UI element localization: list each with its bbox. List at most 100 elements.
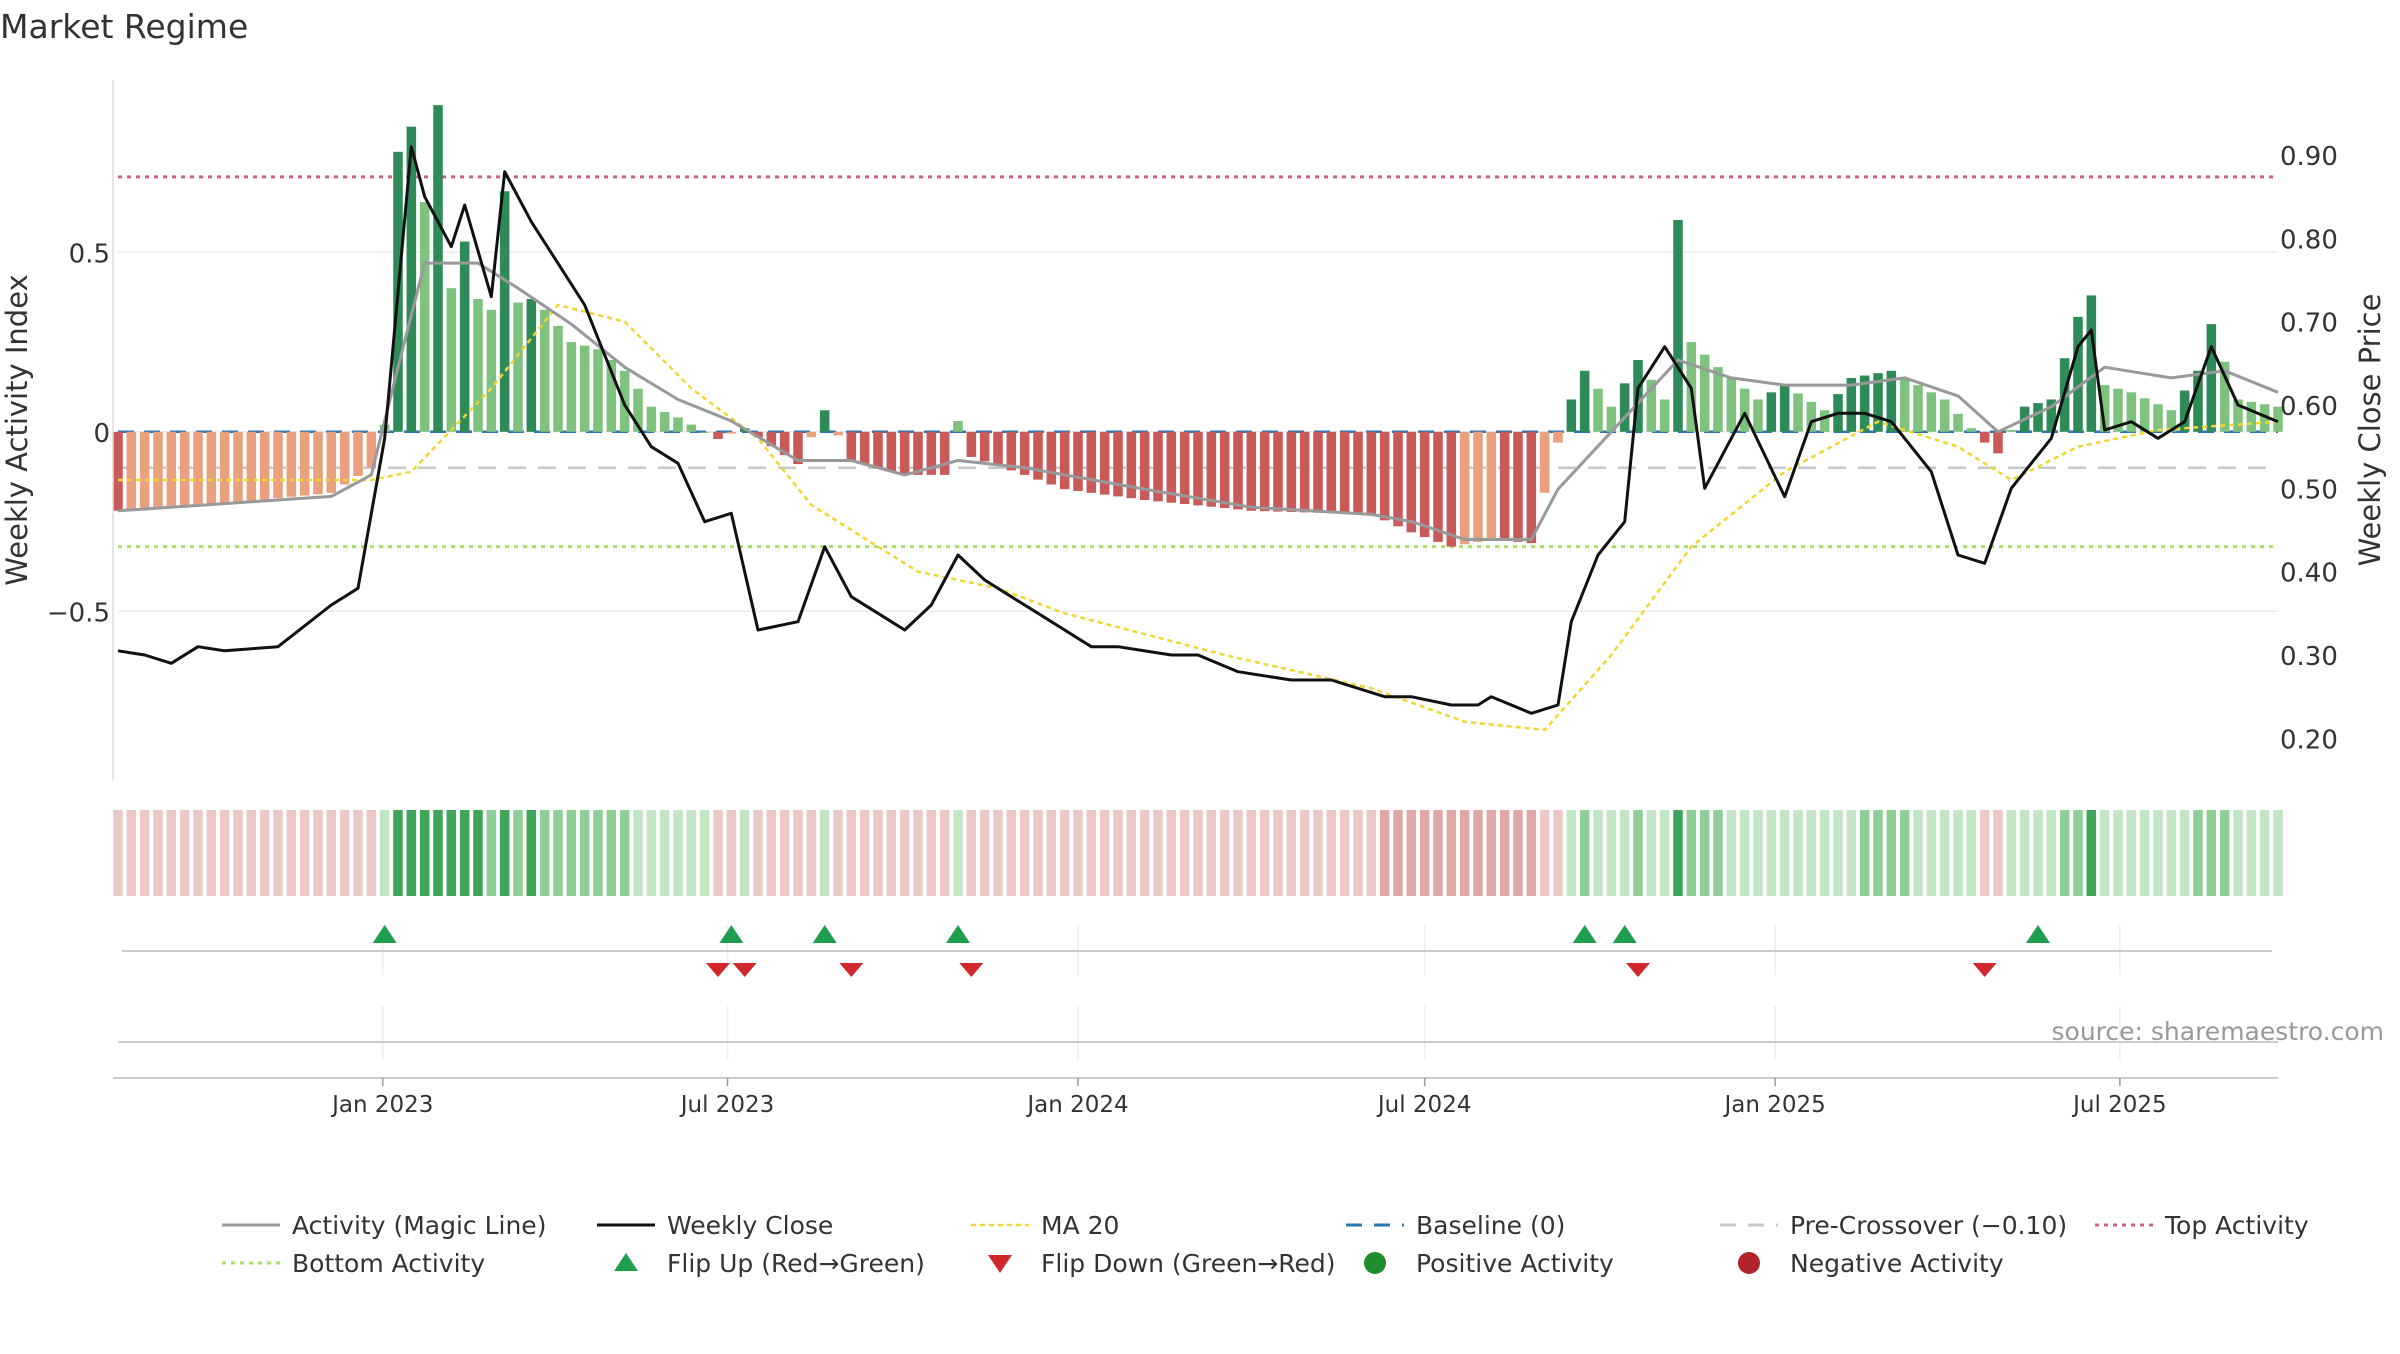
- regime-cell: [513, 810, 523, 896]
- regime-cell: [833, 810, 843, 896]
- activity-bar: [1606, 406, 1617, 432]
- regime-cell: [979, 810, 990, 896]
- activity-bar: [766, 431, 777, 447]
- legend-swatch: [988, 1255, 1012, 1273]
- activity-bar: [886, 431, 897, 472]
- regime-cell: [1046, 810, 1057, 896]
- flip-up-marker: [719, 925, 744, 943]
- regime-cell: [1979, 810, 1990, 896]
- regime-cell: [1139, 810, 1150, 896]
- regime-cell: [2019, 810, 2030, 896]
- regime-cell: [219, 810, 230, 896]
- regime-cell: [1113, 810, 1123, 896]
- regime-cell: [819, 810, 830, 896]
- regime-cell: [633, 810, 643, 896]
- regime-cell: [806, 810, 817, 896]
- activity-bar: [2139, 398, 2150, 432]
- activity-bar: [2179, 390, 2190, 432]
- activity-bar: [1379, 431, 1390, 521]
- legend: Activity (Magic Line) Weekly Close MA 20 Ba…: [222, 1211, 2309, 1278]
- activity-bar: [1526, 431, 1537, 544]
- y-tick-label-right: 0.50: [2280, 475, 2338, 505]
- activity-bar: [219, 431, 230, 504]
- regime-cell: [2206, 810, 2217, 896]
- regime-cell: [1926, 810, 1937, 896]
- legend-item: Pre-Crossover (−0.10): [1720, 1211, 2067, 1240]
- regime-cell: [2059, 810, 2070, 896]
- regime-cell: [2006, 810, 2017, 896]
- legend-label: Negative Activity: [1790, 1249, 2004, 1278]
- activity-bar: [1019, 431, 1030, 475]
- regime-cell: [1286, 810, 1297, 896]
- legend-item: Activity (Magic Line): [222, 1211, 546, 1240]
- activity-bar: [926, 431, 937, 475]
- legend-label: Positive Activity: [1416, 1249, 1614, 1278]
- regime-cell: [659, 810, 670, 896]
- regime-cell: [1819, 810, 1830, 896]
- activity-bar: [193, 431, 203, 506]
- regime-cell: [1273, 810, 1283, 896]
- regime-cell: [1579, 810, 1590, 896]
- regime-cell: [1899, 810, 1910, 896]
- regime-cell: [1966, 810, 1977, 896]
- legend-item: Top Activity: [2095, 1211, 2309, 1240]
- regime-cell: [1753, 810, 1763, 896]
- flip-down-marker: [839, 963, 864, 977]
- regime-cell: [2086, 810, 2097, 896]
- activity-bar: [246, 431, 257, 501]
- regime-cell: [1673, 810, 1683, 896]
- series-lines: [117, 145, 2279, 732]
- legend-item: MA 20: [971, 1211, 1119, 1240]
- activity-bar: [1459, 431, 1470, 545]
- activity-bar: [1033, 431, 1043, 480]
- activity-bar: [1593, 388, 1603, 432]
- regime-cell: [713, 810, 723, 896]
- regime-cell: [1086, 810, 1097, 896]
- y-tick-label-right: 0.40: [2280, 559, 2338, 589]
- legend-item: Flip Up (Red→Green): [614, 1249, 925, 1278]
- regime-cell: [1793, 810, 1803, 896]
- activity-bar: [579, 345, 590, 432]
- flip-marker-panel: [113, 925, 2278, 1079]
- activity-bar: [2273, 406, 2283, 432]
- regime-cell: [1366, 810, 1377, 896]
- regime-cell: [179, 810, 190, 896]
- regime-cell: [2259, 810, 2270, 896]
- activity-bar: [699, 431, 710, 433]
- activity-bar: [1913, 385, 1923, 432]
- activity-bar: [873, 431, 883, 468]
- regime-cell: [1526, 810, 1537, 896]
- activity-bar: [139, 431, 150, 509]
- activity-bar: [833, 431, 843, 436]
- regime-cell: [1566, 810, 1577, 896]
- regime-cell: [579, 810, 590, 896]
- flip-up-marker: [1572, 925, 1597, 943]
- regime-cell: [1766, 810, 1777, 896]
- activity-bar: [819, 410, 830, 432]
- activity-bar: [2233, 399, 2243, 432]
- activity-bar: [913, 431, 923, 475]
- regime-cell: [246, 810, 257, 896]
- regime-cell: [193, 810, 203, 896]
- flip-down-marker: [706, 963, 730, 977]
- activity-bar: [966, 431, 977, 457]
- regime-cell: [1539, 810, 1550, 896]
- activity-bar: [1993, 431, 2003, 454]
- legend-item: Negative Activity: [1738, 1249, 2004, 1278]
- regime-cell: [1326, 810, 1337, 896]
- legend-label: Flip Up (Red→Green): [667, 1249, 925, 1278]
- regime-cell: [886, 810, 897, 896]
- legend-item: Positive Activity: [1364, 1249, 1614, 1278]
- activity-bar: [1153, 431, 1163, 502]
- activity-bar: [2086, 295, 2097, 432]
- activity-bar: [1233, 431, 1243, 510]
- regime-cell: [1619, 810, 1630, 896]
- activity-bar: [1819, 410, 1830, 432]
- regime-cell: [1006, 810, 1017, 896]
- regime-cell: [113, 810, 123, 896]
- activity-bar: [2206, 324, 2217, 432]
- regime-cell: [446, 810, 457, 896]
- regime-cell: [606, 810, 617, 896]
